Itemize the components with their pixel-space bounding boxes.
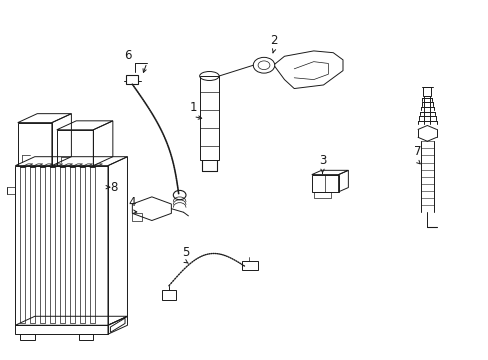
Text: 6: 6 <box>123 49 131 62</box>
Text: 3: 3 <box>318 154 325 167</box>
Text: 1: 1 <box>189 101 197 114</box>
Text: 8: 8 <box>110 181 118 194</box>
Text: 4: 4 <box>128 196 136 209</box>
Text: 5: 5 <box>182 246 189 259</box>
Text: 7: 7 <box>413 145 421 158</box>
Text: 2: 2 <box>269 34 277 47</box>
